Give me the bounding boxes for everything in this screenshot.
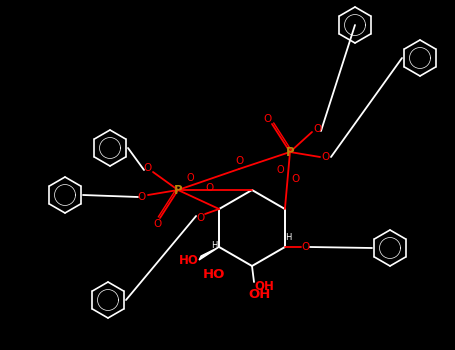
Text: P: P (286, 146, 294, 159)
Text: H: H (211, 240, 217, 250)
Text: O: O (276, 165, 284, 175)
Text: O: O (263, 114, 271, 124)
Text: OH: OH (249, 287, 271, 301)
Text: O: O (186, 173, 194, 183)
Text: O: O (322, 152, 330, 162)
Text: OH: OH (254, 280, 274, 293)
Text: O: O (143, 163, 151, 173)
Text: O: O (235, 156, 243, 166)
Text: H: H (285, 232, 291, 241)
Text: O: O (153, 219, 161, 229)
Text: HO: HO (179, 254, 199, 267)
Text: O: O (205, 183, 213, 193)
Text: O: O (138, 192, 146, 202)
Text: O: O (302, 242, 310, 252)
Text: O: O (291, 174, 299, 183)
Text: HO: HO (203, 268, 225, 281)
Text: O: O (313, 124, 321, 134)
Polygon shape (199, 247, 219, 260)
Text: P: P (174, 183, 182, 196)
Text: O: O (196, 213, 204, 223)
